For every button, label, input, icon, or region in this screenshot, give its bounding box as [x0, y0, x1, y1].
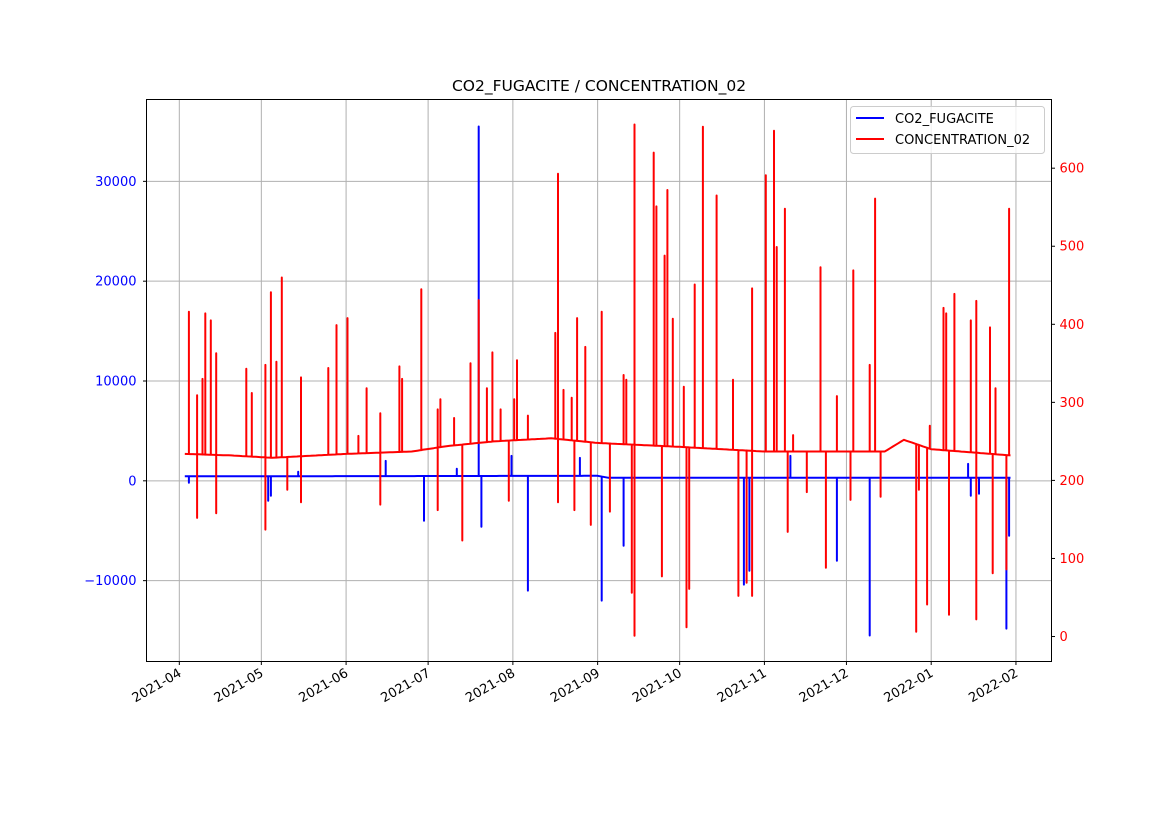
chart-title: CO2_FUGACITE / CONCENTRATION_02	[452, 77, 746, 96]
legend-box	[850, 106, 1045, 154]
y-right-tick-label: 300	[1060, 396, 1085, 411]
y-right-tick-label: 0	[1060, 630, 1068, 645]
y-left-tick-label: 30000	[95, 175, 136, 190]
legend-label-co2-fugacite: CO2_FUGACITE	[895, 112, 994, 127]
y-left-tick-label: 20000	[95, 275, 136, 290]
grid	[146, 99, 1052, 662]
y-right-tick-label: 200	[1060, 474, 1085, 489]
plot-lines	[184, 123, 1011, 637]
y-right-tick-label: 100	[1060, 552, 1085, 567]
y-left-tick-label: −10000	[84, 574, 136, 589]
y-right-tick-label: 500	[1060, 240, 1085, 255]
y-right-tick-label: 400	[1060, 318, 1085, 333]
legend-label-concentration-02: CONCENTRATION_02	[895, 133, 1030, 148]
y-left-tick-label: 0	[128, 474, 136, 489]
y-right-tick-label: 600	[1060, 162, 1085, 177]
legend: CO2_FUGACITE CONCENTRATION_02	[850, 106, 1045, 154]
y-left-tick-label: 10000	[95, 374, 136, 389]
series-line-concentration-02	[184, 123, 1011, 637]
